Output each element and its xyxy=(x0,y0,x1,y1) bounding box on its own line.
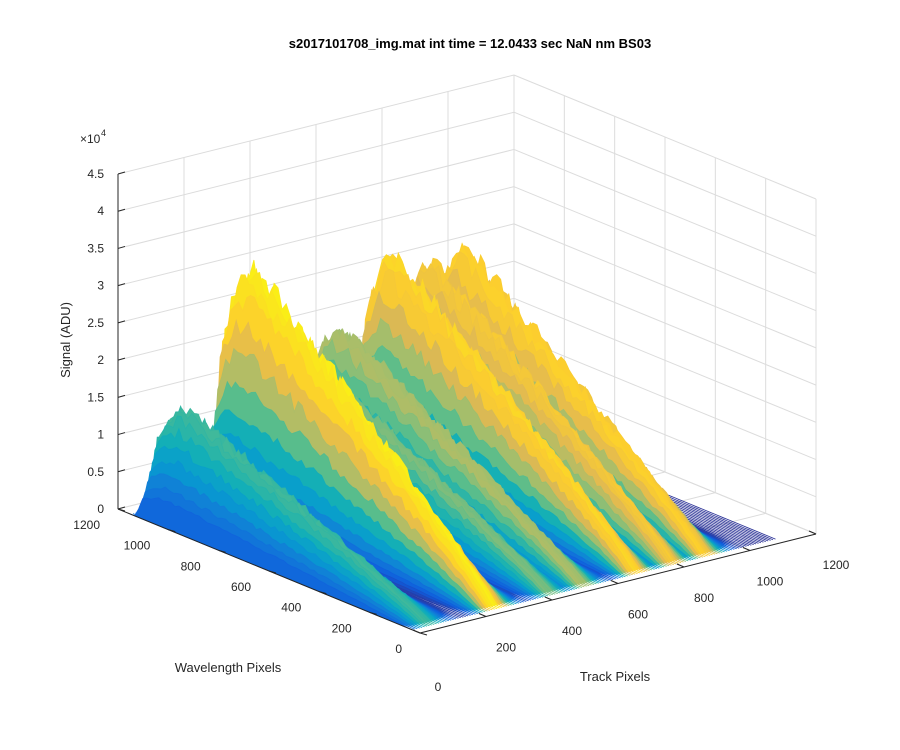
wall-grid-line xyxy=(513,260,817,386)
y-tick xyxy=(319,591,327,595)
wall-grid-line xyxy=(117,223,515,324)
z-tick-label: 0.5 xyxy=(87,465,104,479)
chart-title: s2017101708_img.mat int time = 12.0433 s… xyxy=(289,36,651,51)
y-tick-label: 1200 xyxy=(73,518,100,532)
x-tick-label: 1200 xyxy=(823,558,850,572)
z-tick-label: 1 xyxy=(97,428,104,442)
surface-slice xyxy=(130,497,413,631)
wall-grid-line xyxy=(513,297,817,423)
tick-layer: 0 0.5 1 1.5 2 2.5 3 3.5 4 4.5 0 200 400 600 800 1000 120… xyxy=(73,167,849,694)
z-tick-label: 4 xyxy=(97,204,104,218)
x-tick-label: 1000 xyxy=(757,575,784,589)
x-tick xyxy=(808,530,817,535)
wall-grid-line xyxy=(513,223,817,349)
z-tick xyxy=(117,432,126,436)
x-tick-label: 600 xyxy=(628,608,648,622)
z-tick xyxy=(117,357,126,361)
y-tick xyxy=(268,570,277,574)
z-exponent-power: 4 xyxy=(101,128,106,138)
wall-grid-line xyxy=(513,74,817,200)
wall-grid-line xyxy=(117,186,515,287)
y-tick xyxy=(168,529,176,533)
x-tick-label: 400 xyxy=(562,624,582,638)
z-tick xyxy=(117,320,126,324)
z-tick xyxy=(117,245,126,249)
wall-grid-line xyxy=(513,335,817,461)
wall-grid-line xyxy=(513,148,817,274)
y-tick-label: 0 xyxy=(395,642,402,656)
wall-grid-line xyxy=(513,111,817,237)
y-tick-label: 600 xyxy=(231,580,251,594)
x-tick xyxy=(412,629,421,634)
y-axis-label: Wavelength Pixels xyxy=(175,660,282,675)
z-tick-label: 2.5 xyxy=(87,316,104,330)
y-tick-label: 400 xyxy=(281,601,301,615)
x-tick xyxy=(676,563,685,568)
y-tick xyxy=(218,549,226,553)
z-exponent-base: ×10 xyxy=(80,132,101,146)
x-tick-label: 0 xyxy=(435,680,442,694)
z-tick xyxy=(117,283,126,287)
z-tick xyxy=(117,171,126,175)
x-tick-label: 200 xyxy=(496,641,516,655)
x-tick-label: 800 xyxy=(694,591,714,605)
surface-layer xyxy=(130,242,776,631)
y-tick xyxy=(419,632,428,636)
z-tick-label: 3 xyxy=(97,279,104,293)
x-tick xyxy=(544,596,553,601)
z-axis-label: Signal (ADU) xyxy=(58,302,73,378)
x-tick xyxy=(478,613,487,617)
z-tick xyxy=(117,394,126,398)
y-tick-label: 1000 xyxy=(124,539,151,553)
z-tick xyxy=(117,469,126,473)
z-tick-label: 2 xyxy=(97,353,104,367)
y-tick xyxy=(117,508,126,512)
y-tick xyxy=(369,611,377,615)
wall-grid-line xyxy=(117,111,515,212)
wall-grid-line xyxy=(513,186,817,312)
z-exponent: ×10 4 xyxy=(80,128,106,146)
x-tick xyxy=(610,580,619,584)
z-tick-label: 3.5 xyxy=(87,241,104,255)
z-tick-label: 0 xyxy=(97,502,104,516)
wall-grid-line xyxy=(117,148,515,249)
y-tick-label: 800 xyxy=(181,559,201,573)
z-tick-label: 1.5 xyxy=(87,390,104,404)
z-tick xyxy=(117,506,126,510)
z-tick-label: 4.5 xyxy=(87,167,104,181)
x-axis-label: Track Pixels xyxy=(580,669,651,684)
wall-grid-line xyxy=(117,74,515,175)
z-tick xyxy=(117,208,126,212)
x-tick xyxy=(742,547,751,551)
y-tick-label: 200 xyxy=(332,621,352,635)
